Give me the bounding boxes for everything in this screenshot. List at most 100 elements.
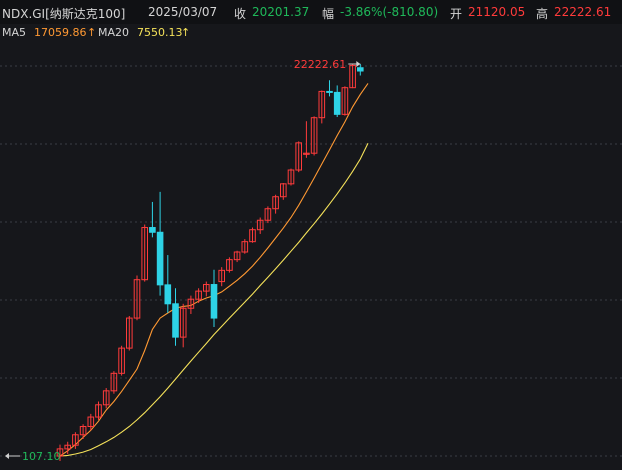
- close-value: 20201.37: [252, 5, 310, 19]
- high-marker-arrow-icon: [356, 61, 361, 68]
- ma5-value: 17059.86: [34, 26, 87, 39]
- ma5-label: MA5: [2, 26, 27, 39]
- candle-3: [79, 424, 87, 439]
- candle-body-12: [149, 227, 156, 233]
- ma20-label: MA20: [98, 26, 130, 39]
- candle-body-10: [133, 279, 141, 319]
- candle-11: [141, 224, 148, 282]
- candle-27: [264, 206, 272, 224]
- candle-body-18: [195, 290, 202, 300]
- candle-9: [126, 315, 133, 351]
- symbol-label: NDX.GI[纳斯达克100]: [2, 7, 126, 21]
- ma5-arrow-icon: ↑: [87, 26, 97, 39]
- candle-7: [110, 371, 118, 394]
- candle-16: [179, 303, 187, 348]
- candle-36: [333, 85, 341, 118]
- candle-37: [341, 86, 349, 116]
- candle-10: [133, 275, 141, 321]
- ma20-layer: [59, 143, 369, 457]
- candle-8: [118, 345, 125, 376]
- candle-body-37: [341, 87, 349, 115]
- candle-26: [256, 217, 264, 234]
- candle-body-17: [187, 298, 195, 309]
- candle-21: [218, 267, 225, 287]
- candle-body-4: [87, 416, 95, 428]
- candle-body-14: [164, 284, 172, 305]
- candle-body-28: [272, 196, 279, 210]
- candle-body-11: [141, 227, 148, 281]
- candle-body-35: [326, 90, 333, 93]
- open-value: 21120.05: [468, 5, 526, 19]
- candle-1: [64, 441, 72, 455]
- candle-body-16: [179, 307, 187, 338]
- candle-body-6: [102, 390, 110, 406]
- candle-12: [149, 201, 156, 238]
- candle-body-27: [264, 208, 272, 221]
- candle-30: [287, 168, 295, 186]
- candle-28: [272, 194, 279, 214]
- candle-body-39: [357, 67, 364, 72]
- candle-body-24: [241, 241, 249, 253]
- open-label: 开: [450, 7, 463, 21]
- candle-body-2: [72, 434, 79, 446]
- candle-31: [295, 141, 302, 173]
- candlestick-chart: 22222.61 107.10: [0, 58, 622, 463]
- candle-body-7: [110, 372, 118, 392]
- candle-29: [280, 182, 287, 200]
- candle-17: [187, 295, 195, 314]
- candle-15: [172, 288, 179, 346]
- candle-body-29: [280, 183, 287, 198]
- quote-header: NDX.GI[纳斯达克100] 2025/03/07 收 20201.37 幅 …: [0, 0, 622, 24]
- candle-body-8: [118, 347, 125, 374]
- candle-body-33: [310, 117, 318, 154]
- candle-2: [72, 432, 79, 449]
- candle-32: [303, 121, 310, 158]
- high-value: 22222.61: [554, 5, 612, 19]
- candle-0: [56, 444, 64, 462]
- candle-18: [195, 288, 202, 303]
- candle-25: [249, 227, 256, 243]
- candle-body-38: [349, 64, 356, 89]
- candle-20: [210, 269, 218, 327]
- candle-4: [87, 413, 95, 431]
- candle-body-15: [172, 303, 179, 338]
- candle-body-19: [203, 284, 210, 292]
- ma20-value: 7550.13: [137, 26, 183, 39]
- chart-labels: 22222.61 107.10: [5, 58, 361, 463]
- change-value: -3.86%(-810.80): [340, 5, 439, 19]
- candle-39: [357, 64, 364, 76]
- candle-body-34: [318, 90, 326, 119]
- ma-bar: MA5 17059.86 ↑ MA20 7550.13 ↑: [0, 24, 622, 44]
- ma20-line: [59, 143, 369, 457]
- date-label: 2025/03/07: [148, 5, 218, 19]
- change-label: 幅: [322, 7, 335, 21]
- candle-22: [226, 257, 233, 273]
- candles: [56, 64, 364, 462]
- candle-body-13: [156, 231, 164, 286]
- candle-body-23: [233, 251, 241, 261]
- candle-body-9: [126, 317, 133, 349]
- candle-13: [156, 191, 164, 296]
- candle-body-5: [95, 404, 102, 418]
- low-marker-arrow-icon: [5, 453, 9, 459]
- candle-body-1: [64, 444, 72, 450]
- candle-body-36: [333, 91, 341, 115]
- candle-body-21: [218, 269, 225, 283]
- ma20-arrow-icon: ↑: [181, 26, 191, 39]
- candle-14: [164, 255, 172, 313]
- candle-34: [318, 90, 326, 124]
- close-label: 收: [234, 7, 247, 21]
- high-marker-label: 22222.61: [294, 58, 347, 71]
- candle-body-0: [56, 448, 64, 457]
- candle-38: [349, 64, 356, 89]
- candle-35: [326, 80, 333, 97]
- high-label: 高: [536, 7, 549, 21]
- candle-5: [95, 401, 102, 420]
- candle-body-26: [256, 219, 264, 231]
- candle-body-22: [226, 259, 233, 271]
- candle-body-31: [295, 142, 302, 171]
- low-marker-label: 107.10: [22, 450, 61, 463]
- candle-body-3: [79, 426, 87, 436]
- candle-body-30: [287, 169, 295, 185]
